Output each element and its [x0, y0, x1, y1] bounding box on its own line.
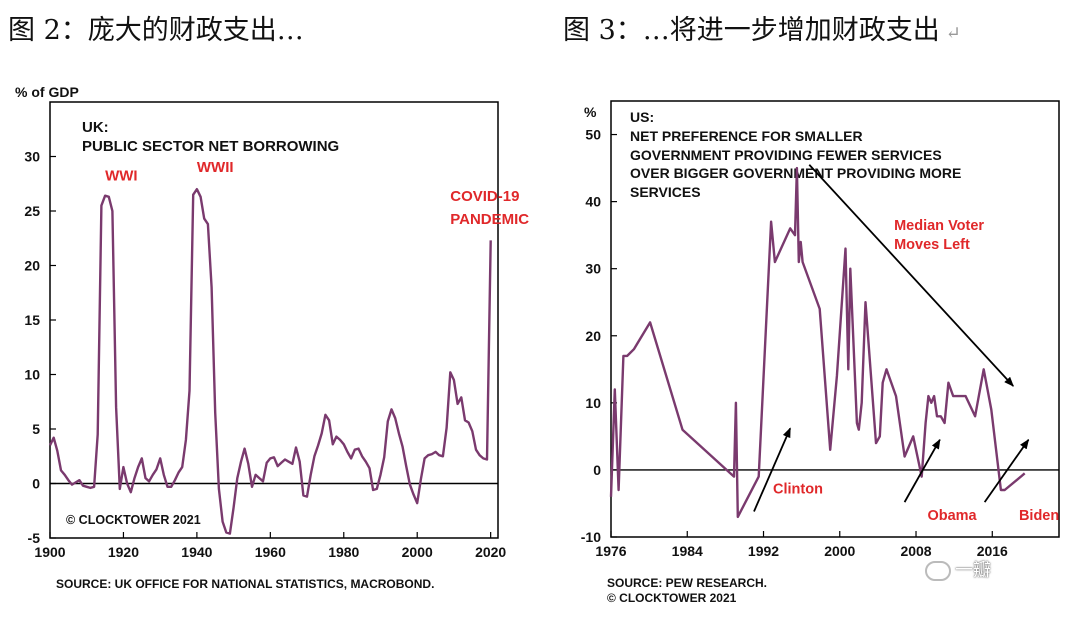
- us-x-tick-label: 1992: [748, 543, 779, 559]
- us-annotation-label: Biden: [1019, 508, 1059, 524]
- us-x-tick-label: 2016: [977, 543, 1008, 559]
- uk-annotation-label: WWI: [105, 167, 137, 184]
- us-subtitle-line-1: NET PREFERENCE FOR SMALLER: [630, 128, 863, 144]
- figure-3-title-text: 图 3：…将进一步增加财政支出: [563, 15, 940, 46]
- us-annotation-label: Median Voter: [894, 218, 984, 234]
- uk-x-tick-label: 1900: [34, 544, 65, 560]
- us-annotations: Median Voter Moves Left Clinton Obama Biden: [753, 164, 1059, 524]
- uk-annotation-label: PANDEMIC: [450, 211, 529, 228]
- us-annotation-arrow: [903, 438, 941, 503]
- uk-y-tick-label: 30: [24, 149, 40, 165]
- uk-y-tick-label: 25: [24, 203, 40, 219]
- uk-y-tick-label: 10: [24, 367, 40, 383]
- uk-y-tick-label: 5: [32, 421, 40, 437]
- us-annotation-label: Moves Left: [894, 237, 970, 253]
- watermark: 一瓣: [925, 556, 991, 582]
- us-annotation-arrow: [753, 427, 792, 512]
- us-annotation-label: Clinton: [773, 481, 823, 497]
- us-y-ticks: -10 0 10 20 30 40 50: [581, 127, 617, 545]
- uk-x-ticks: 1900 1920 1940 1960 1980 2000 2020: [34, 532, 506, 560]
- us-x-tick-label: 1984: [672, 543, 703, 559]
- uk-x-tick-label: 1940: [181, 544, 212, 560]
- us-x-tick-label: 2008: [900, 543, 931, 559]
- us-y-tick-label: 20: [585, 328, 601, 344]
- us-annotation-label: Obama: [927, 508, 977, 524]
- uk-x-tick-label: 2020: [475, 544, 506, 560]
- us-annotation-arrow: [808, 164, 1014, 387]
- uk-x-tick-label: 1960: [255, 544, 286, 560]
- us-y-tick-label: 50: [585, 127, 601, 143]
- uk-x-tick-label: 2000: [402, 544, 433, 560]
- us-y-tick-label: -10: [581, 529, 601, 545]
- uk-x-tick-label: 1920: [108, 544, 139, 560]
- us-chart-title: US:: [630, 109, 654, 125]
- uk-x-tick-label: 1980: [328, 544, 359, 560]
- uk-series-line: [48, 187, 492, 535]
- us-preference-chart: % US: NET PREFERENCE FOR SMALLER GOVERNM…: [581, 100, 1060, 605]
- us-subtitle-line-2: GOVERNMENT PROVIDING FEWER SERVICES: [630, 147, 942, 163]
- us-x-tick-label: 2000: [824, 543, 855, 559]
- uk-chart-title: UK:: [82, 119, 109, 136]
- uk-chart-subtitle: PUBLIC SECTOR NET BORROWING: [82, 138, 339, 155]
- us-y-tick-label: 30: [585, 261, 601, 277]
- us-series-line: [609, 166, 1026, 519]
- figure-2-title: 图 2：庞大的财政支出…: [8, 15, 304, 46]
- wechat-icon: [925, 561, 951, 581]
- uk-y-axis-label: % of GDP: [15, 84, 79, 100]
- uk-annotation-label: WWII: [197, 159, 234, 176]
- us-series-group: [609, 166, 1026, 519]
- us-x-ticks: 1976 1984 1992 2000 2008 2016: [595, 531, 1008, 559]
- us-y-tick-label: 10: [585, 395, 601, 411]
- uk-y-tick-label: 15: [24, 312, 40, 328]
- us-annotation-arrow: [983, 438, 1030, 503]
- uk-annotations: WWI WWII COVID-19 PANDEMIC: [105, 159, 529, 228]
- return-mark-icon: ↵: [945, 23, 961, 44]
- uk-series-group: [48, 187, 492, 535]
- us-subtitle-line-4: SERVICES: [630, 184, 701, 200]
- uk-y-tick-label: 0: [32, 476, 40, 492]
- us-copyright: © CLOCKTOWER 2021: [607, 591, 737, 605]
- us-y-tick-label: 0: [593, 462, 601, 478]
- us-y-tick-label: 40: [585, 194, 601, 210]
- uk-source: SOURCE: UK OFFICE FOR NATIONAL STATISTIC…: [56, 577, 434, 591]
- us-source: SOURCE: PEW RESEARCH.: [607, 576, 767, 590]
- uk-y-tick-label: 20: [24, 258, 40, 274]
- figure-3-title: 图 3：…将进一步增加财政支出 ↵: [563, 8, 961, 47]
- uk-y-ticks: -5 0 5 10 15 20 25 30: [24, 149, 56, 546]
- uk-borrowing-chart: % of GDP UK: PUBLIC SECTOR NET BORROWING…: [15, 84, 529, 591]
- us-x-tick-label: 1976: [595, 543, 626, 559]
- uk-copyright: © CLOCKTOWER 2021: [66, 513, 201, 527]
- uk-y-tick-label: -5: [28, 530, 41, 546]
- uk-annotation-label: COVID-19: [450, 188, 519, 205]
- watermark-text: 一瓣: [955, 560, 991, 581]
- us-plot-frame: [610, 100, 1060, 538]
- us-y-axis-label: %: [584, 104, 597, 120]
